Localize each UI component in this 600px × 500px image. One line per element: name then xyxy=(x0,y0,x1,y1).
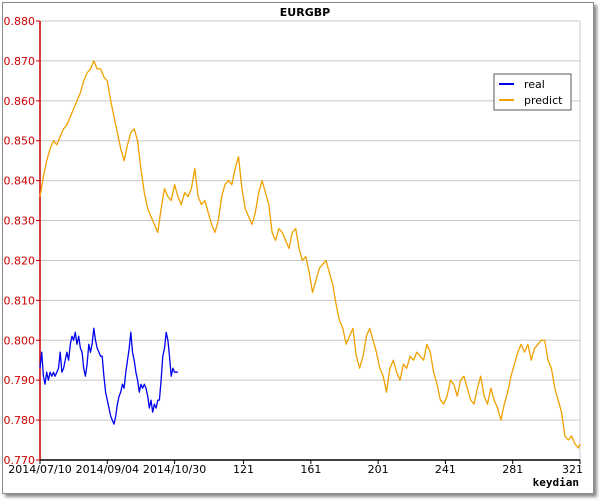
y-axis: 0.770 0.780 0.790 0.800 0.810 0.820 0.830 0.840… xyxy=(4,15,41,467)
legend-box xyxy=(493,73,572,111)
legend: real predict xyxy=(493,73,572,111)
x-axis: 2014/07/10 2014/09/04 2014/10/30 121 161 201 2… xyxy=(8,459,583,476)
x-tick-label: 161 xyxy=(300,463,321,476)
legend-label-real: real xyxy=(524,78,545,91)
x-tick-label: 321 xyxy=(562,463,583,476)
y-tick-label: 0.840 xyxy=(4,175,36,188)
y-tick-label: 0.880 xyxy=(4,15,36,28)
series-lines xyxy=(39,60,581,449)
y-tick-label: 0.820 xyxy=(4,254,36,267)
y-tick-label: 0.780 xyxy=(4,414,36,427)
x-tick-label: 2014/10/30 xyxy=(143,463,206,476)
x-tick-label: 201 xyxy=(368,463,389,476)
y-tick-label: 0.870 xyxy=(4,55,36,68)
x-tick-label: 2014/07/10 xyxy=(8,463,71,476)
legend-label-predict: predict xyxy=(524,94,563,107)
credit-label: keydian xyxy=(533,476,579,489)
y-tick-label: 0.860 xyxy=(4,95,36,108)
x-tick-label: 281 xyxy=(502,463,523,476)
y-tick-label: 0.850 xyxy=(4,135,36,148)
x-tick-label: 2014/09/04 xyxy=(76,463,139,476)
chart-title: EURGBP xyxy=(280,6,330,19)
y-tick-label: 0.800 xyxy=(4,334,36,347)
y-tick-label: 0.830 xyxy=(4,215,36,228)
series-line-predict xyxy=(39,60,581,449)
series-line-real xyxy=(39,327,178,425)
y-tick-label: 0.790 xyxy=(4,374,36,387)
y-tick-label: 0.770 xyxy=(4,454,36,467)
y-tick-label: 0.810 xyxy=(4,294,36,307)
x-tick-label: 241 xyxy=(435,463,456,476)
x-tick-label: 121 xyxy=(233,463,254,476)
